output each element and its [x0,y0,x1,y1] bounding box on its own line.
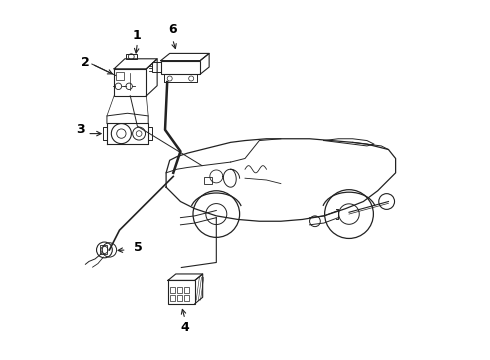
Bar [116,72,124,80]
Bar [177,295,182,301]
Bar [170,295,175,301]
Bar [114,69,147,96]
Text: 5: 5 [134,240,143,253]
Bar [152,62,161,72]
Bar [168,280,195,304]
Text: 1: 1 [133,29,142,42]
Text: 6: 6 [168,23,177,36]
Bar [184,295,190,301]
Text: 2: 2 [81,56,90,69]
Bar [170,287,175,293]
Text: 3: 3 [76,123,84,136]
Bar [161,60,200,74]
Bar [100,244,107,253]
Bar [184,287,190,293]
Bar [126,54,137,59]
Text: 4: 4 [180,320,189,333]
Bar [177,287,182,293]
Bar [204,177,212,184]
